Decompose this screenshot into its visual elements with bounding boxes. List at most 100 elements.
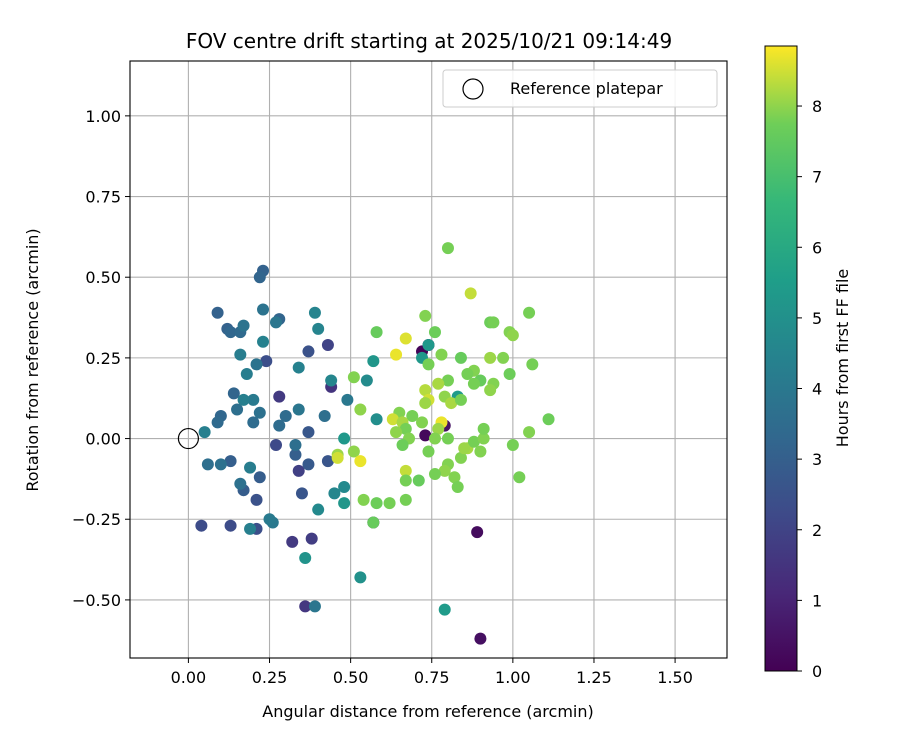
data-point <box>484 384 497 397</box>
x-tick-label: 0.50 <box>333 668 369 687</box>
data-point <box>386 413 399 426</box>
data-point <box>347 445 360 458</box>
reference-platepar-marker <box>177 427 200 450</box>
data-point <box>467 377 480 390</box>
colorbar-tick-label: 3 <box>812 450 822 469</box>
y-tick-label: −0.50 <box>72 591 121 610</box>
colorbar-tick-label: 1 <box>812 591 822 610</box>
data-point <box>503 368 516 381</box>
data-point <box>367 355 380 368</box>
data-point <box>321 455 334 468</box>
data-point <box>292 361 305 374</box>
data-point <box>399 422 412 435</box>
data-point <box>286 535 299 548</box>
data-point <box>396 439 409 452</box>
data-point <box>257 303 270 316</box>
data-point <box>247 393 260 406</box>
data-point <box>338 480 351 493</box>
data-point <box>270 439 283 452</box>
data-point <box>341 393 354 406</box>
data-point <box>454 393 467 406</box>
data-point <box>308 600 321 613</box>
data-point <box>428 432 441 445</box>
x-tick-label: 0.00 <box>171 668 207 687</box>
y-axis-ticks: −0.50 −0.25 0.00 0.25 0.50 0.75 1.00 <box>72 107 130 610</box>
data-point <box>237 319 250 332</box>
data-point <box>321 338 334 351</box>
data-point <box>299 600 312 613</box>
data-point <box>305 532 318 545</box>
colorbar-tick-label: 8 <box>812 97 822 116</box>
data-point <box>474 632 487 645</box>
data-point <box>471 526 484 539</box>
data-point <box>224 519 237 532</box>
data-point <box>526 358 539 371</box>
colorbar-ticks: 0 1 2 3 4 5 6 7 8 <box>797 97 822 681</box>
data-point <box>445 397 458 410</box>
data-point <box>253 271 266 284</box>
data-point <box>438 464 451 477</box>
data-point <box>454 451 467 464</box>
x-tick-label: 1.50 <box>657 668 693 687</box>
data-point <box>432 377 445 390</box>
data-point <box>198 426 211 439</box>
data-point <box>273 419 286 432</box>
y-tick-label: 1.00 <box>85 107 121 126</box>
reference-marker-group <box>177 427 200 450</box>
data-point <box>318 409 331 422</box>
colorbar-tick-label: 0 <box>812 662 822 681</box>
data-point <box>257 335 270 348</box>
colorbar-label: Hours from first FF file <box>833 269 852 448</box>
data-point <box>461 368 474 381</box>
data-point <box>428 326 441 339</box>
data-point <box>347 371 360 384</box>
colorbar: 0 1 2 3 4 5 6 7 8 Hours from first FF file <box>764 45 852 681</box>
data-point <box>289 439 302 452</box>
data-point <box>244 461 257 474</box>
data-point <box>458 442 471 455</box>
data-point <box>302 426 315 439</box>
legend: Reference platepar <box>442 69 718 108</box>
data-point <box>422 358 435 371</box>
data-point <box>422 338 435 351</box>
x-axis-ticks: 0.00 0.25 0.50 0.75 1.00 1.25 1.50 <box>171 658 693 687</box>
data-point <box>211 416 224 429</box>
data-point <box>312 322 325 335</box>
data-point <box>451 480 464 493</box>
y-tick-label: 0.75 <box>85 188 121 207</box>
data-point <box>513 471 526 484</box>
data-point <box>484 351 497 364</box>
data-points <box>195 242 555 645</box>
x-tick-label: 0.25 <box>252 668 288 687</box>
data-point <box>406 409 419 422</box>
data-point <box>227 387 240 400</box>
data-point <box>224 326 237 339</box>
data-point <box>399 493 412 506</box>
data-point <box>441 374 454 387</box>
data-point <box>211 306 224 319</box>
data-point <box>295 487 308 500</box>
data-point <box>240 368 253 381</box>
data-point <box>234 348 247 361</box>
data-point <box>370 326 383 339</box>
data-point <box>302 345 315 358</box>
data-point <box>438 603 451 616</box>
plot-frame <box>129 60 728 659</box>
data-point <box>289 448 302 461</box>
x-tick-label: 1.25 <box>576 668 612 687</box>
data-point <box>422 445 435 458</box>
data-point <box>273 390 286 403</box>
data-point <box>412 474 425 487</box>
data-point <box>370 413 383 426</box>
colorbar-tick-label: 4 <box>812 380 822 399</box>
data-point <box>448 471 461 484</box>
y-tick-label: −0.25 <box>72 510 121 529</box>
legend-box <box>442 69 718 108</box>
data-point <box>231 403 244 416</box>
x-axis-label: Angular distance from reference (arcmin) <box>262 702 593 721</box>
data-point <box>432 422 445 435</box>
colorbar-tick-label: 7 <box>812 168 822 187</box>
data-point <box>383 497 396 510</box>
data-point <box>299 551 312 564</box>
